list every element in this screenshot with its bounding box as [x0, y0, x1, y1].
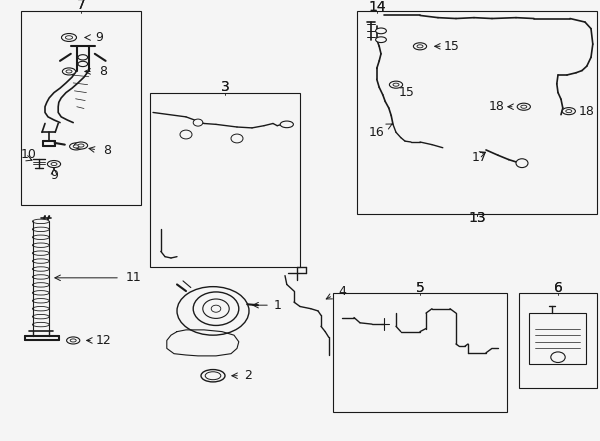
Ellipse shape — [70, 339, 76, 342]
Ellipse shape — [517, 103, 530, 110]
Text: 9: 9 — [95, 31, 103, 44]
Ellipse shape — [32, 322, 49, 327]
Ellipse shape — [32, 275, 49, 279]
Ellipse shape — [78, 144, 84, 147]
Ellipse shape — [32, 219, 49, 224]
Bar — [21, 11, 141, 205]
Circle shape — [231, 134, 243, 143]
Text: 13: 13 — [468, 211, 486, 225]
Text: 3: 3 — [221, 80, 229, 94]
Ellipse shape — [413, 43, 427, 50]
Text: 8: 8 — [103, 144, 111, 157]
Ellipse shape — [205, 372, 221, 380]
Text: 14: 14 — [368, 0, 386, 14]
Ellipse shape — [73, 145, 79, 148]
Ellipse shape — [32, 251, 49, 255]
Bar — [357, 11, 597, 214]
Ellipse shape — [32, 227, 49, 232]
Circle shape — [193, 119, 203, 126]
Ellipse shape — [417, 45, 423, 48]
Ellipse shape — [32, 267, 49, 271]
Ellipse shape — [393, 83, 399, 86]
Ellipse shape — [32, 235, 49, 239]
Text: 6: 6 — [554, 280, 562, 295]
Ellipse shape — [177, 287, 249, 335]
Bar — [529, 313, 586, 364]
Ellipse shape — [566, 110, 572, 113]
Text: 18: 18 — [489, 100, 505, 113]
Bar — [333, 293, 507, 412]
Text: 13: 13 — [468, 211, 486, 225]
Bar — [519, 293, 597, 388]
Ellipse shape — [521, 105, 527, 108]
Text: 15: 15 — [443, 40, 459, 53]
Circle shape — [180, 130, 192, 139]
Ellipse shape — [32, 259, 49, 263]
Ellipse shape — [32, 314, 49, 319]
Text: 16: 16 — [369, 126, 385, 139]
Circle shape — [551, 352, 565, 363]
Text: 8: 8 — [99, 65, 107, 78]
Ellipse shape — [389, 81, 403, 88]
Ellipse shape — [78, 55, 88, 60]
Bar — [150, 93, 300, 267]
Ellipse shape — [67, 337, 80, 344]
Text: 5: 5 — [416, 280, 424, 295]
Ellipse shape — [376, 28, 386, 34]
Ellipse shape — [32, 306, 49, 311]
Circle shape — [516, 159, 528, 168]
Ellipse shape — [376, 37, 386, 42]
Circle shape — [203, 299, 229, 318]
Text: 1: 1 — [273, 299, 281, 312]
Text: 10: 10 — [20, 148, 36, 161]
Text: 9: 9 — [50, 168, 58, 182]
Ellipse shape — [66, 70, 72, 73]
Text: 4: 4 — [338, 285, 346, 299]
Ellipse shape — [65, 36, 73, 39]
Ellipse shape — [51, 163, 57, 166]
Ellipse shape — [32, 291, 49, 295]
Ellipse shape — [32, 243, 49, 247]
Text: 7: 7 — [77, 0, 85, 12]
Text: 14: 14 — [368, 0, 386, 14]
Text: 12: 12 — [95, 334, 111, 347]
Circle shape — [211, 305, 221, 312]
Text: 7: 7 — [77, 0, 85, 12]
Text: 6: 6 — [554, 280, 562, 295]
Circle shape — [193, 292, 239, 325]
Text: 18: 18 — [579, 105, 595, 118]
Ellipse shape — [62, 34, 77, 41]
Ellipse shape — [562, 108, 575, 115]
Ellipse shape — [47, 161, 61, 168]
Ellipse shape — [62, 68, 76, 75]
Text: 2: 2 — [244, 369, 252, 382]
Text: 11: 11 — [125, 271, 141, 284]
Text: 17: 17 — [472, 151, 488, 164]
Text: 5: 5 — [416, 280, 424, 295]
Ellipse shape — [280, 121, 293, 128]
Ellipse shape — [78, 61, 88, 67]
Ellipse shape — [74, 142, 88, 149]
Text: 3: 3 — [221, 80, 229, 94]
Ellipse shape — [201, 370, 225, 382]
Ellipse shape — [32, 283, 49, 287]
Text: 15: 15 — [399, 86, 415, 99]
Ellipse shape — [32, 299, 49, 303]
Ellipse shape — [70, 143, 83, 150]
